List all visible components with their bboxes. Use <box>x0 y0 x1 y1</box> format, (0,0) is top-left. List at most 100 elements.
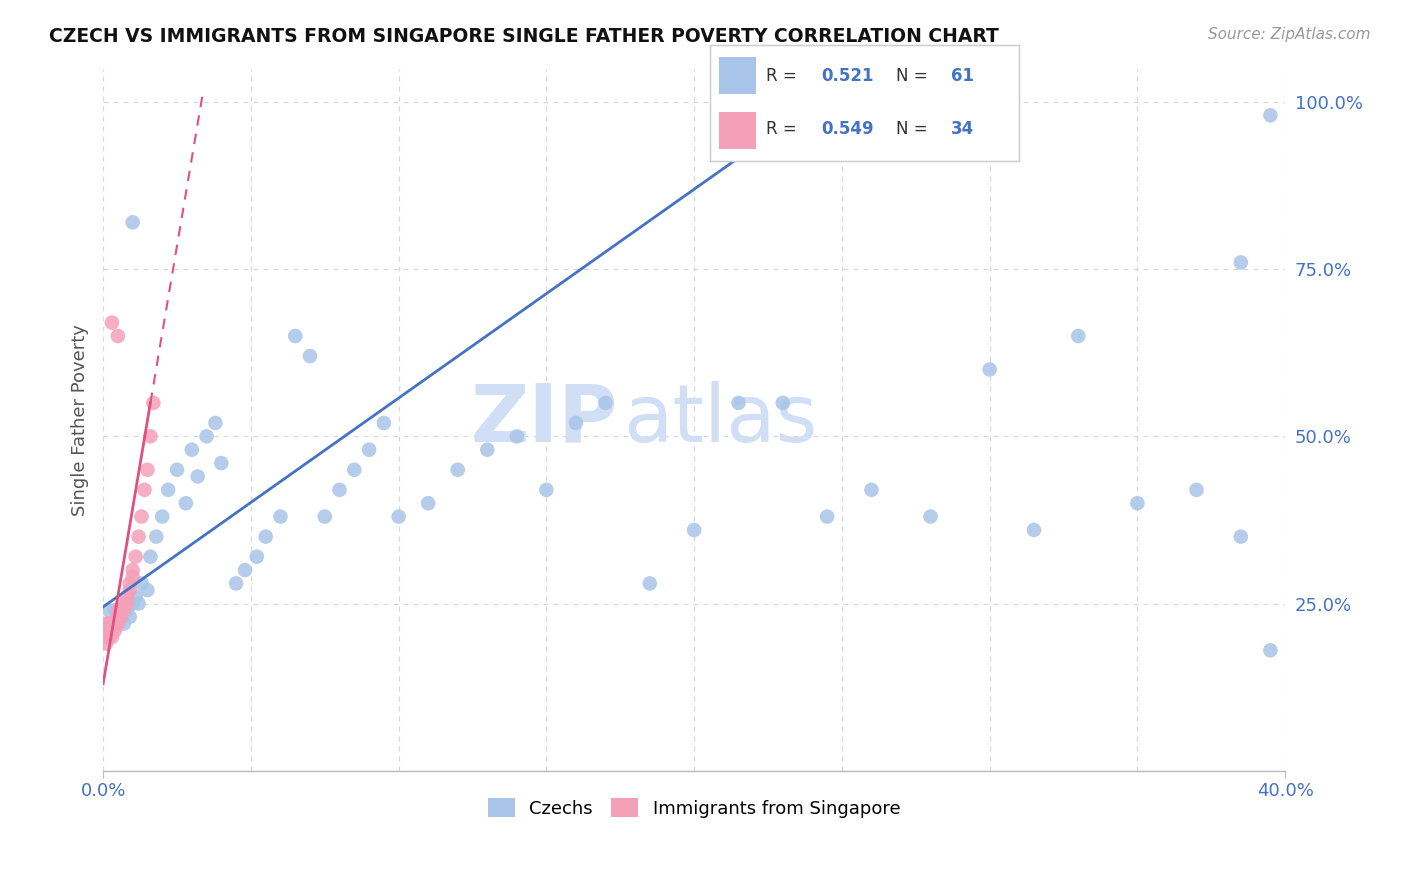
Point <box>1126 496 1149 510</box>
Point <box>112 616 135 631</box>
Point <box>124 549 146 564</box>
Point <box>98 624 121 638</box>
Y-axis label: Single Father Poverty: Single Father Poverty <box>72 324 89 516</box>
Point <box>118 576 141 591</box>
Point <box>101 616 124 631</box>
Point <box>174 496 197 510</box>
Point <box>979 362 1001 376</box>
Text: 0.521: 0.521 <box>821 67 875 85</box>
Point <box>98 630 121 644</box>
Point <box>131 509 153 524</box>
Point <box>110 603 132 617</box>
Point <box>110 603 132 617</box>
Legend: Czechs, Immigrants from Singapore: Czechs, Immigrants from Singapore <box>481 791 907 825</box>
Point <box>269 509 291 524</box>
Point <box>101 630 124 644</box>
Point <box>104 616 127 631</box>
Text: 61: 61 <box>952 67 974 85</box>
Point <box>124 590 146 604</box>
Point <box>118 610 141 624</box>
Point <box>1185 483 1208 497</box>
Text: ZIP: ZIP <box>470 381 617 458</box>
Text: R =: R = <box>766 120 801 138</box>
Point <box>447 463 470 477</box>
Text: Source: ZipAtlas.com: Source: ZipAtlas.com <box>1208 27 1371 42</box>
Point <box>104 624 127 638</box>
Point <box>187 469 209 483</box>
Point <box>104 616 127 631</box>
Point <box>209 456 232 470</box>
Point <box>204 416 226 430</box>
Text: N =: N = <box>896 67 932 85</box>
Point <box>195 429 218 443</box>
Point <box>121 597 143 611</box>
Point <box>121 570 143 584</box>
Point <box>254 530 277 544</box>
Point <box>128 597 150 611</box>
Point <box>388 509 411 524</box>
Point <box>772 396 794 410</box>
Point <box>233 563 256 577</box>
Point <box>107 610 129 624</box>
Text: N =: N = <box>896 120 932 138</box>
Point <box>112 603 135 617</box>
Point <box>110 610 132 624</box>
Point <box>121 563 143 577</box>
Point <box>157 483 180 497</box>
Point <box>107 610 129 624</box>
Text: 0.549: 0.549 <box>821 120 875 138</box>
Point <box>298 349 321 363</box>
Point <box>94 616 117 631</box>
Point <box>128 530 150 544</box>
Point <box>139 429 162 443</box>
Text: atlas: atlas <box>623 381 818 458</box>
Point <box>136 583 159 598</box>
Point <box>94 637 117 651</box>
Point <box>104 603 127 617</box>
Point <box>115 590 138 604</box>
Point <box>131 576 153 591</box>
Point <box>920 509 942 524</box>
Point <box>683 523 706 537</box>
Point <box>101 616 124 631</box>
Point <box>121 215 143 229</box>
Point <box>101 624 124 638</box>
Point <box>418 496 440 510</box>
Point <box>98 616 121 631</box>
Point <box>107 616 129 631</box>
Text: 34: 34 <box>952 120 974 138</box>
Point <box>115 597 138 611</box>
Point <box>112 597 135 611</box>
Point <box>343 463 366 477</box>
Point <box>536 483 558 497</box>
Point <box>373 416 395 430</box>
Point <box>180 442 202 457</box>
Bar <box>720 57 756 95</box>
Point <box>359 442 381 457</box>
Point <box>107 329 129 343</box>
Point <box>1067 329 1090 343</box>
Point <box>139 549 162 564</box>
Point <box>142 396 165 410</box>
Point <box>107 603 129 617</box>
Point <box>284 329 307 343</box>
Text: CZECH VS IMMIGRANTS FROM SINGAPORE SINGLE FATHER POVERTY CORRELATION CHART: CZECH VS IMMIGRANTS FROM SINGAPORE SINGL… <box>49 27 1000 45</box>
Point <box>727 396 749 410</box>
Point <box>595 396 617 410</box>
Point <box>101 316 124 330</box>
Point <box>860 483 883 497</box>
Point <box>815 509 838 524</box>
Point <box>136 463 159 477</box>
Point <box>94 630 117 644</box>
Point <box>145 530 167 544</box>
Bar <box>720 112 756 149</box>
Point <box>134 483 156 497</box>
Point <box>506 429 529 443</box>
Point <box>225 576 247 591</box>
Point <box>1230 530 1253 544</box>
Point <box>118 583 141 598</box>
Point <box>1230 255 1253 269</box>
Point <box>638 576 661 591</box>
Text: R =: R = <box>766 67 801 85</box>
Point <box>314 509 336 524</box>
